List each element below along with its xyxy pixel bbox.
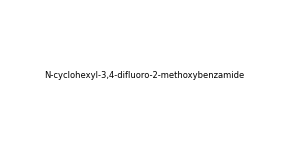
Text: N-cyclohexyl-3,4-difluoro-2-methoxybenzamide: N-cyclohexyl-3,4-difluoro-2-methoxybenza… <box>44 71 244 81</box>
